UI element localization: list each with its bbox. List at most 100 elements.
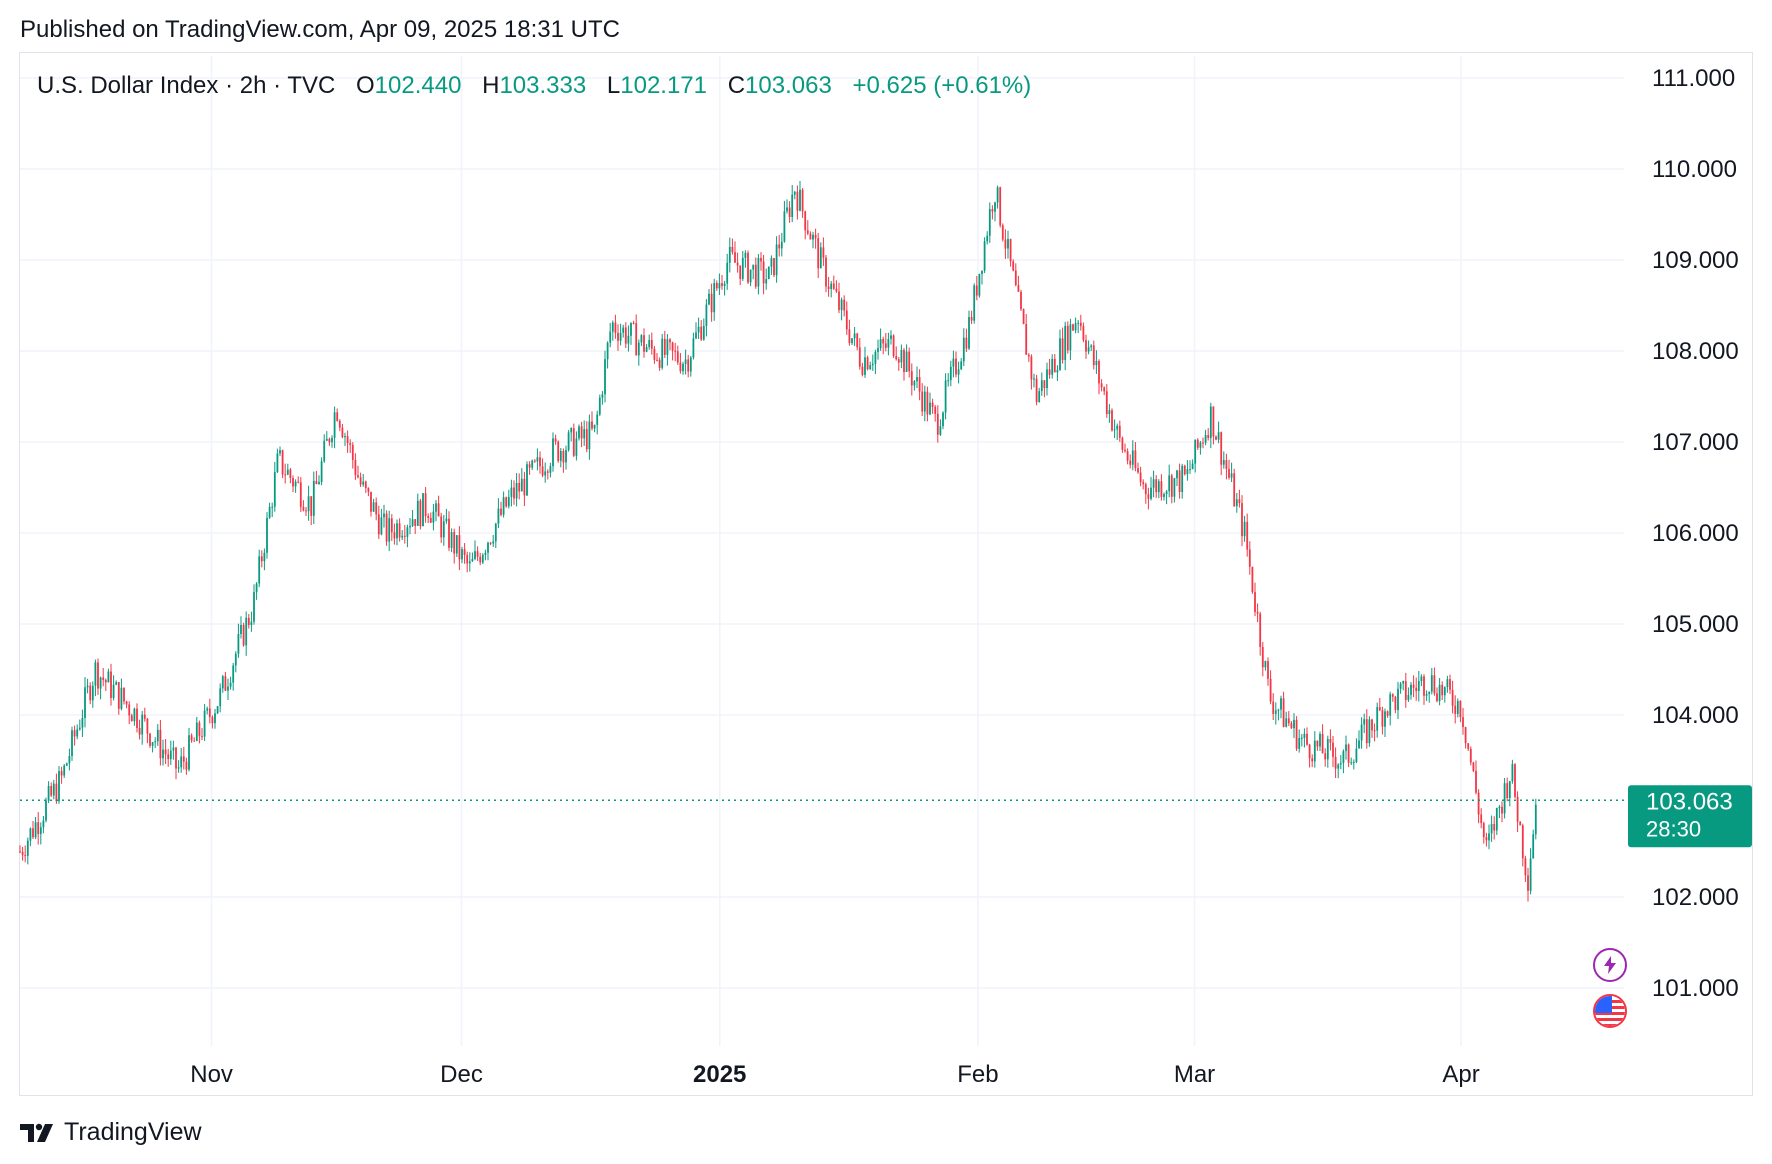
candle-body (1475, 770, 1477, 793)
published-caption: Published on TradingView.com, Apr 09, 20… (20, 16, 620, 43)
candle-body (208, 708, 211, 718)
candle-body (1142, 482, 1145, 485)
candle-body (1079, 322, 1082, 327)
candle-body (887, 338, 890, 348)
candle-body (435, 503, 437, 512)
candle-body (1254, 592, 1256, 613)
candle-body (567, 432, 570, 451)
candle-body (1498, 806, 1501, 808)
candle-body (242, 625, 245, 646)
candle-body (1061, 338, 1064, 360)
y-tick-label: 106.000 (1652, 520, 1739, 547)
candle-body (656, 359, 658, 361)
candle-body (1014, 270, 1017, 286)
candle-body (437, 503, 440, 517)
candle-body (398, 523, 401, 538)
candle-body (903, 349, 905, 373)
candle-body (107, 671, 110, 683)
candle-body (1410, 684, 1412, 695)
us-flag-icon[interactable] (1593, 994, 1627, 1028)
candle-body (913, 381, 916, 386)
candle-body (1394, 696, 1397, 710)
candle-body (528, 464, 531, 468)
candle-body (250, 621, 253, 626)
candle-body (1027, 354, 1030, 357)
candle-body (461, 549, 463, 560)
candle-body (723, 283, 726, 287)
candle-body (1186, 469, 1189, 475)
candle-body (830, 283, 833, 289)
candle-body (1113, 429, 1116, 431)
candle-body (1285, 718, 1288, 727)
candle-body (1467, 743, 1470, 749)
candle-body (882, 339, 885, 344)
candle-body (468, 561, 471, 564)
candle-body (255, 583, 258, 593)
candle-body (760, 258, 762, 262)
candle-body (240, 625, 242, 635)
legend-symbol[interactable]: U.S. Dollar Index · 2h · TVC (37, 72, 336, 99)
candle-body (877, 348, 879, 352)
candle-body (578, 426, 580, 439)
candle-body (960, 361, 963, 370)
candle-body (1443, 687, 1446, 696)
y-tick-label: 109.000 (1652, 247, 1739, 274)
candle-body (546, 471, 549, 473)
candle-body (162, 749, 164, 759)
candle-body (1220, 432, 1223, 465)
candle-body (630, 322, 632, 336)
candle-body (201, 736, 203, 738)
candle-body (1144, 484, 1147, 495)
candle-body (1155, 479, 1158, 493)
candle-body (94, 662, 97, 686)
candle-body (770, 258, 773, 267)
candle-body (344, 436, 346, 438)
tradingview-logo[interactable]: TradingView (20, 1118, 202, 1147)
candle-body (362, 481, 365, 485)
candle-body (1009, 238, 1012, 262)
candle-body (559, 450, 562, 461)
candle-body (396, 523, 398, 539)
candle-body (182, 756, 185, 762)
candle-body (500, 508, 502, 515)
candle-body (175, 747, 177, 769)
candle-body (1415, 687, 1418, 692)
candle-body (50, 786, 53, 796)
candle-body (552, 438, 554, 467)
candle-body (325, 438, 328, 441)
candle-body (198, 722, 201, 737)
price-tag (1628, 785, 1752, 848)
candle-body (323, 440, 326, 462)
candle-body (149, 733, 151, 746)
candle-body (1035, 378, 1038, 402)
candle-body (864, 357, 866, 375)
candle-body (520, 478, 523, 492)
candle-body (211, 717, 214, 724)
candle-body (1199, 442, 1202, 448)
candle-body (479, 556, 482, 563)
candle-body (731, 246, 734, 253)
candle-body (515, 482, 518, 499)
candle-body (1308, 744, 1311, 759)
candle-body (1121, 437, 1124, 450)
candle-body (588, 421, 591, 450)
candle-body (510, 487, 513, 497)
candle-body (102, 677, 105, 680)
candle-body (705, 304, 708, 326)
candle-body (1118, 425, 1121, 438)
candle-body (541, 466, 544, 476)
candle-body (1363, 719, 1366, 725)
candle-body (598, 397, 601, 415)
candle-body (416, 500, 419, 526)
candle-body (492, 541, 495, 544)
lightning-icon[interactable] (1593, 948, 1627, 982)
candle-body (1433, 675, 1436, 694)
candle-body (666, 339, 669, 355)
candle-body (786, 207, 788, 212)
candle-body (180, 756, 183, 768)
candle-body (305, 510, 307, 512)
candle-body (1332, 742, 1334, 757)
candle-body (1069, 324, 1072, 351)
candle-body (195, 722, 198, 741)
